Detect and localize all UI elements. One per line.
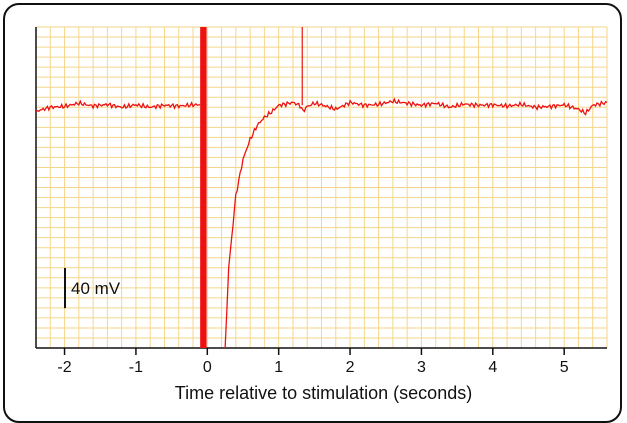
x-tick-label: 0 bbox=[203, 359, 212, 376]
x-tick-label: -1 bbox=[129, 359, 143, 376]
x-tick-label: -2 bbox=[57, 359, 71, 376]
voltage-trace-chart: -2 -1 0 1 2 3 4 5 40 mV Time relative to stimul… bbox=[35, 26, 608, 403]
stimulus-bar bbox=[200, 27, 207, 348]
x-tick-label: 4 bbox=[488, 359, 497, 376]
voltage-trace-line bbox=[35, 99, 201, 112]
x-tick-label: 1 bbox=[274, 359, 283, 376]
x-axis-ticks: -2 -1 0 1 2 3 4 5 bbox=[57, 348, 569, 376]
traces bbox=[35, 97, 608, 349]
x-tick-label: 5 bbox=[560, 359, 569, 376]
scale-bar: 40 mV bbox=[64, 268, 121, 309]
x-axis-label: Time relative to stimulation (seconds) bbox=[175, 383, 472, 403]
scale-bar-label: 40 mV bbox=[71, 279, 121, 298]
x-tick-label: 2 bbox=[346, 359, 355, 376]
voltage-trace-line bbox=[224, 97, 608, 349]
grid bbox=[36, 26, 608, 348]
x-tick-label: 3 bbox=[417, 359, 426, 376]
